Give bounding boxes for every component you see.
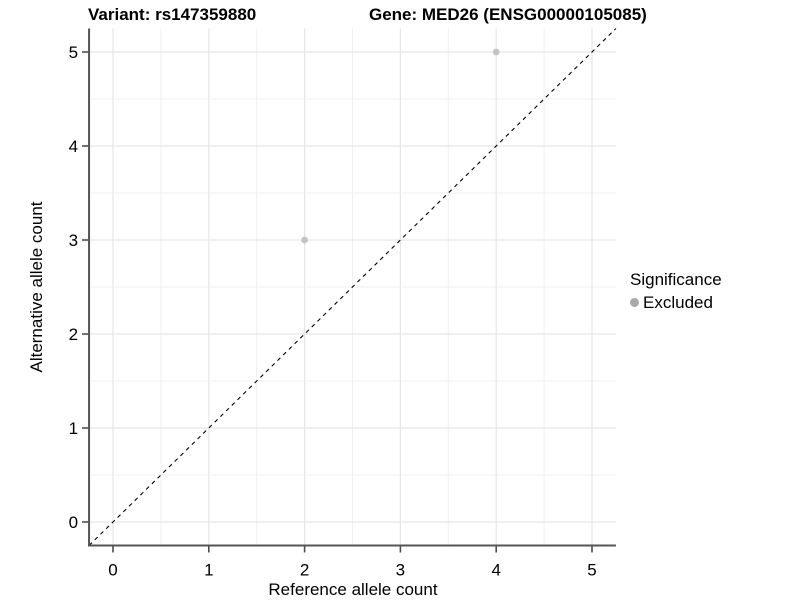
y-tick-label: 5: [69, 43, 78, 62]
legend-key-dot: [630, 298, 639, 307]
x-tick-label: 4: [491, 561, 500, 580]
plot-title-variant: Variant: rs147359880: [88, 5, 257, 24]
x-tick-label: 1: [204, 561, 213, 580]
legend-item-excluded: Excluded: [630, 292, 722, 313]
plot-title-gene: Gene: MED26 (ENSG00000105085): [369, 5, 647, 24]
x-tick-label: 5: [587, 561, 596, 580]
legend-title: Significance: [630, 270, 722, 289]
y-tick-label: 0: [69, 513, 78, 532]
y-axis-title: Alternative allele count: [27, 201, 46, 373]
y-tick-label: 3: [69, 231, 78, 250]
x-tick-label: 0: [108, 561, 117, 580]
y-tick-label: 4: [69, 137, 78, 156]
identity-reference-line: [88, 28, 617, 546]
y-tick-label: 1: [69, 419, 78, 438]
x-tick-label: 2: [300, 561, 309, 580]
x-tick-label: 3: [396, 561, 405, 580]
legend-item-label: Excluded: [643, 293, 713, 312]
legend: Significance Excluded: [630, 269, 722, 313]
data-point: [301, 236, 308, 244]
x-axis-title: Reference allele count: [268, 580, 438, 599]
y-tick-label: 2: [69, 325, 78, 344]
data-point: [492, 48, 500, 56]
